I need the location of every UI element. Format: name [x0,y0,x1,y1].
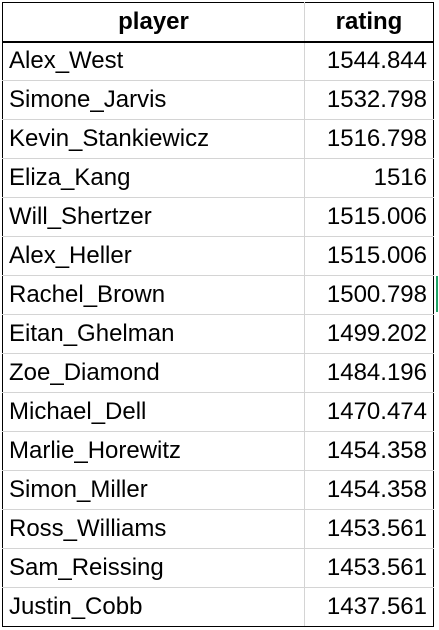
player-cell[interactable]: Michael_Dell [2,392,305,432]
table-row: Simone_Jarvis 1532.798 [2,80,434,120]
header-cell-player[interactable]: player [2,2,305,43]
rating-cell[interactable]: 1453.561 [304,548,434,588]
rating-cell[interactable]: 1516.798 [304,119,434,159]
table-row: Kevin_Stankiewicz 1516.798 [2,119,434,159]
player-cell[interactable]: Alex_Heller [2,236,305,276]
table-row: Michael_Dell 1470.474 [2,392,434,432]
table-row: Zoe_Diamond 1484.196 [2,353,434,393]
table-row: Justin_Cobb 1437.561 [2,587,434,627]
table-row: Marlie_Horewitz 1454.358 [2,431,434,471]
player-cell[interactable]: Justin_Cobb [2,587,305,627]
rating-cell[interactable]: 1532.798 [304,80,434,120]
rating-cell[interactable]: 1516 [304,158,434,198]
table-row: Alex_Heller 1515.006 [2,236,434,276]
rating-cell[interactable]: 1484.196 [304,353,434,393]
player-cell[interactable]: Sam_Reissing [2,548,305,588]
rating-cell[interactable]: 1544.844 [304,41,434,81]
selection-edge-indicator [436,276,438,312]
player-cell[interactable]: Zoe_Diamond [2,353,305,393]
player-cell[interactable]: Will_Shertzer [2,197,305,237]
player-cell[interactable]: Kevin_Stankiewicz [2,119,305,159]
table-row: Ross_Williams 1453.561 [2,509,434,549]
table-row: Rachel_Brown 1500.798 [2,275,434,315]
ratings-table: player rating Alex_West 1544.844 Simone_… [2,2,434,627]
rating-cell[interactable]: 1437.561 [304,587,434,627]
rating-cell[interactable]: 1500.798 [304,275,434,315]
player-cell[interactable]: Eliza_Kang [2,158,305,198]
table-row: Simon_Miller 1454.358 [2,470,434,510]
header-row: player rating [2,2,434,43]
table-row: Will_Shertzer 1515.006 [2,197,434,237]
rating-cell[interactable]: 1515.006 [304,197,434,237]
table-row: Eitan_Ghelman 1499.202 [2,314,434,354]
rating-cell[interactable]: 1515.006 [304,236,434,276]
table-row: Alex_West 1544.844 [2,41,434,81]
rating-cell[interactable]: 1454.358 [304,470,434,510]
rating-cell[interactable]: 1454.358 [304,431,434,471]
player-cell[interactable]: Alex_West [2,41,305,81]
player-cell[interactable]: Simone_Jarvis [2,80,305,120]
table-row: Eliza_Kang 1516 [2,158,434,198]
table-row: Sam_Reissing 1453.561 [2,548,434,588]
header-cell-rating[interactable]: rating [304,2,434,43]
rating-cell[interactable]: 1470.474 [304,392,434,432]
player-cell[interactable]: Simon_Miller [2,470,305,510]
player-cell[interactable]: Ross_Williams [2,509,305,549]
player-cell[interactable]: Marlie_Horewitz [2,431,305,471]
rating-cell[interactable]: 1499.202 [304,314,434,354]
player-cell[interactable]: Rachel_Brown [2,275,305,315]
rating-cell[interactable]: 1453.561 [304,509,434,549]
player-cell[interactable]: Eitan_Ghelman [2,314,305,354]
